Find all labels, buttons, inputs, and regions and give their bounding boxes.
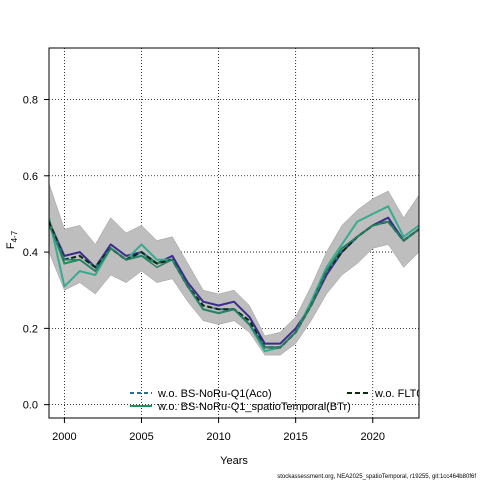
x-tick-label: 2015: [283, 431, 307, 443]
x-tick-label: 2010: [206, 431, 230, 443]
y-axis-label-subscript: 4-7: [10, 230, 19, 242]
y-tick-label: 0.4: [23, 247, 38, 259]
legend: w.o. BS-NoRu-Q1(Aco)w.o. BS-NoRu-Q1_spat…: [130, 388, 422, 413]
series-line-5: [49, 220, 419, 349]
x-tick-label: 2020: [361, 431, 385, 443]
y-tick-label: 0.2: [23, 323, 38, 335]
x-axis: 2000 2005 2010 2015 2020: [52, 418, 385, 443]
y-tick-label: 0.8: [23, 94, 38, 106]
watermark: stockassessment.org, NEA2025_spatioTempo…: [277, 474, 476, 480]
y-tick-label: 0.0: [23, 400, 38, 412]
legend-label-0: w.o. BS-NoRu-Q1(Aco): [157, 388, 272, 400]
y-axis-label-main: F: [5, 242, 17, 249]
x-tick-label: 2005: [129, 431, 153, 443]
series-layer: [49, 205, 419, 353]
y-tick-label: 0.6: [23, 171, 38, 183]
legend-label-2: w.o. FLT0: [374, 388, 422, 400]
plot-frame: [48, 47, 420, 419]
y-axis: 0.0 0.2 0.4 0.6 0.8: [23, 94, 49, 412]
x-tick-label: 2000: [52, 431, 76, 443]
x-axis-label: Years: [220, 455, 248, 467]
legend-label-1: w.o. BS-NoRu-Q1_spatioTemporal(BTr): [157, 401, 351, 413]
y-axis-label: F4-7: [5, 230, 19, 249]
